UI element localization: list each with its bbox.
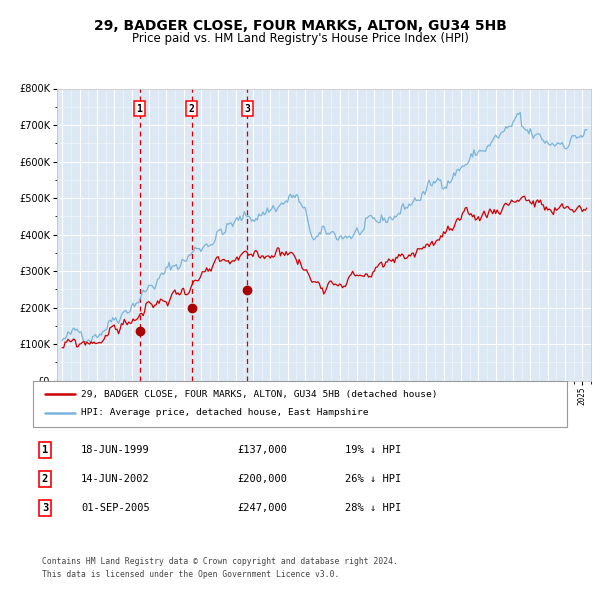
Text: 1: 1 [42, 445, 48, 455]
Text: 26% ↓ HPI: 26% ↓ HPI [345, 474, 401, 484]
Text: 01-SEP-2005: 01-SEP-2005 [81, 503, 150, 513]
Text: This data is licensed under the Open Government Licence v3.0.: This data is licensed under the Open Gov… [42, 570, 340, 579]
Text: Price paid vs. HM Land Registry's House Price Index (HPI): Price paid vs. HM Land Registry's House … [131, 32, 469, 45]
Text: 18-JUN-1999: 18-JUN-1999 [81, 445, 150, 455]
Text: £200,000: £200,000 [237, 474, 287, 484]
Text: 19% ↓ HPI: 19% ↓ HPI [345, 445, 401, 455]
Text: 14-JUN-2002: 14-JUN-2002 [81, 474, 150, 484]
Text: 3: 3 [244, 104, 250, 114]
Text: 2: 2 [42, 474, 48, 484]
Text: Contains HM Land Registry data © Crown copyright and database right 2024.: Contains HM Land Registry data © Crown c… [42, 557, 398, 566]
Text: 29, BADGER CLOSE, FOUR MARKS, ALTON, GU34 5HB (detached house): 29, BADGER CLOSE, FOUR MARKS, ALTON, GU3… [81, 390, 437, 399]
Text: 2: 2 [188, 104, 194, 114]
Text: £137,000: £137,000 [237, 445, 287, 455]
Text: HPI: Average price, detached house, East Hampshire: HPI: Average price, detached house, East… [81, 408, 368, 417]
Text: 3: 3 [42, 503, 48, 513]
Text: 28% ↓ HPI: 28% ↓ HPI [345, 503, 401, 513]
Text: 29, BADGER CLOSE, FOUR MARKS, ALTON, GU34 5HB: 29, BADGER CLOSE, FOUR MARKS, ALTON, GU3… [94, 19, 506, 33]
Text: 1: 1 [137, 104, 142, 114]
Text: £247,000: £247,000 [237, 503, 287, 513]
